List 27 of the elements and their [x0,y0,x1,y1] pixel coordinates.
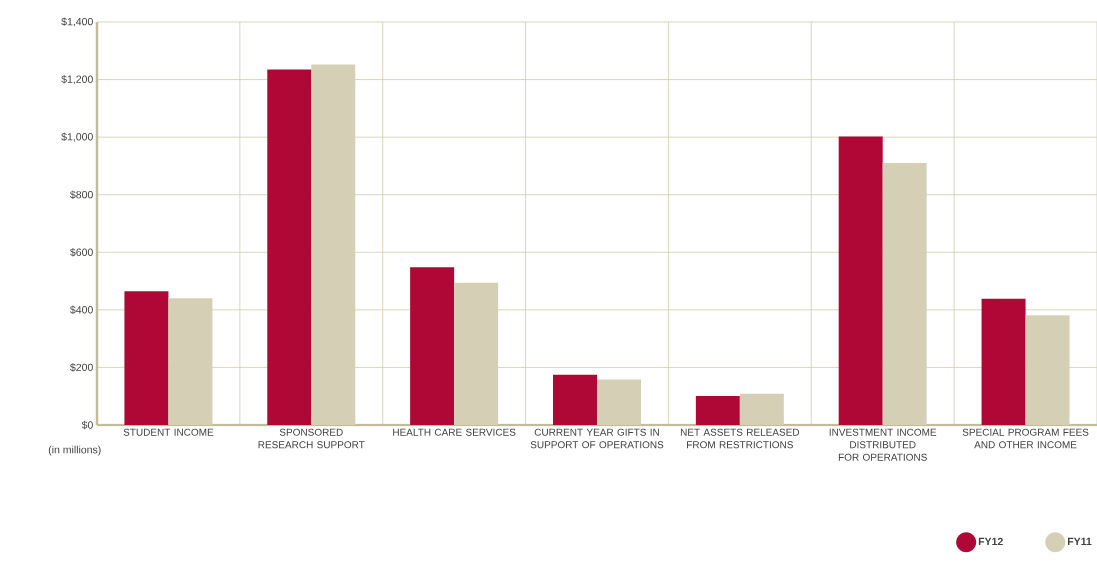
y-tick-label: $200 [70,363,93,372]
bar [739,393,784,425]
legend-label: FY12 [978,537,1003,546]
y-tick-label: $1,000 [61,132,93,142]
x-tick-label: SPECIAL PROGRAM FEES AND OTHER INCOME [962,428,1089,449]
bar [695,395,740,425]
x-tick-label: STUDENT INCOME [123,428,214,436]
y-tick-label: $400 [70,305,93,315]
legend-label: FY11 [1067,537,1092,546]
x-tick-label: SPONSORED RESEARCH SUPPORT [258,428,365,449]
bar [552,374,597,425]
x-tick-label: HEALTH CARE SERVICES [393,428,516,436]
y-tick-label: $0 [81,420,93,430]
x-tick-label: NET ASSETS RELEASED FROM RESTRICTIONS [680,428,800,449]
bar [267,69,312,425]
text: (in millions) [48,445,101,456]
y-tick-label: $800 [70,190,93,199]
bar [596,379,641,425]
y-tick-label: $1,200 [61,75,93,85]
y-tick-label: $600 [70,248,93,257]
bar [838,136,883,425]
x-tick-label: INVESTMENT INCOME DISTRIBUTED FOR OPERATIONS [829,428,937,461]
x-tick-label: CURRENT YEAR GIFTS IN SUPPORT OF OPERATIONS [530,428,664,449]
bar [981,298,1026,425]
y-tick-label: $1,400 [61,17,93,27]
bar [124,291,169,425]
bar [410,267,455,425]
